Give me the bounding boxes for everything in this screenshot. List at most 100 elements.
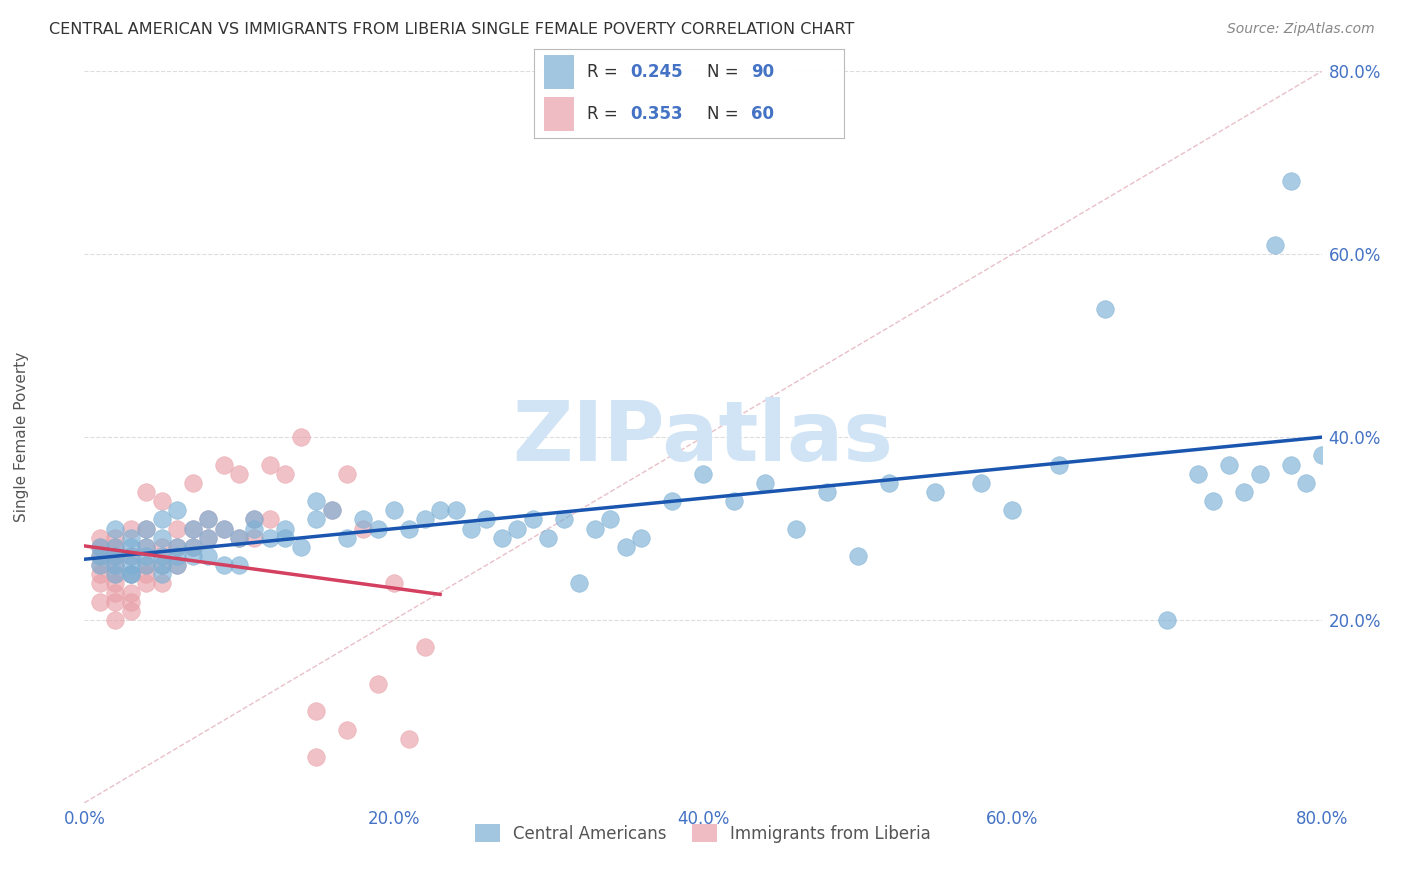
- Point: [924, 485, 946, 500]
- Point: [135, 485, 157, 500]
- Point: [135, 521, 157, 535]
- Point: [692, 467, 714, 481]
- Point: [1156, 613, 1178, 627]
- Text: ZIPatlas: ZIPatlas: [513, 397, 893, 477]
- Point: [846, 549, 869, 563]
- Text: 0.245: 0.245: [630, 63, 683, 81]
- Point: [413, 512, 436, 526]
- Point: [89, 540, 111, 554]
- Point: [1047, 458, 1070, 472]
- Point: [150, 576, 173, 591]
- Point: [120, 567, 142, 582]
- Point: [305, 494, 328, 508]
- Point: [120, 521, 142, 535]
- Point: [212, 558, 235, 573]
- Point: [104, 567, 127, 582]
- Point: [104, 558, 127, 573]
- Point: [104, 521, 127, 535]
- Point: [150, 540, 173, 554]
- Point: [135, 558, 157, 573]
- Point: [120, 567, 142, 582]
- Point: [522, 512, 544, 526]
- Point: [212, 521, 235, 535]
- Text: N =: N =: [707, 105, 744, 123]
- Point: [120, 549, 142, 563]
- Point: [104, 540, 127, 554]
- Point: [1310, 448, 1333, 462]
- Point: [305, 705, 328, 719]
- Point: [1264, 238, 1286, 252]
- Point: [537, 531, 560, 545]
- Point: [243, 512, 266, 526]
- Point: [1295, 475, 1317, 490]
- Point: [120, 531, 142, 545]
- Point: [150, 531, 173, 545]
- Point: [290, 540, 312, 554]
- Text: R =: R =: [586, 63, 623, 81]
- Point: [166, 540, 188, 554]
- Point: [568, 576, 591, 591]
- Point: [367, 521, 389, 535]
- Point: [181, 521, 204, 535]
- Point: [166, 503, 188, 517]
- Point: [89, 594, 111, 608]
- Point: [553, 512, 575, 526]
- Point: [815, 485, 838, 500]
- Point: [413, 640, 436, 655]
- Point: [305, 512, 328, 526]
- Point: [89, 531, 111, 545]
- Point: [89, 549, 111, 563]
- Point: [1094, 301, 1116, 317]
- Point: [89, 540, 111, 554]
- Point: [120, 585, 142, 599]
- Point: [1233, 485, 1256, 500]
- Point: [120, 594, 142, 608]
- Point: [290, 430, 312, 444]
- Point: [89, 567, 111, 582]
- Point: [212, 521, 235, 535]
- Point: [228, 531, 250, 545]
- Point: [135, 558, 157, 573]
- Y-axis label: Single Female Poverty: Single Female Poverty: [14, 352, 28, 522]
- Point: [89, 558, 111, 573]
- Text: 90: 90: [751, 63, 773, 81]
- Point: [89, 576, 111, 591]
- Point: [429, 503, 451, 517]
- Point: [104, 594, 127, 608]
- Point: [150, 549, 173, 563]
- Point: [1218, 458, 1240, 472]
- Point: [1202, 494, 1225, 508]
- Point: [336, 531, 359, 545]
- Point: [336, 467, 359, 481]
- Point: [614, 540, 637, 554]
- Point: [135, 521, 157, 535]
- Text: CENTRAL AMERICAN VS IMMIGRANTS FROM LIBERIA SINGLE FEMALE POVERTY CORRELATION CH: CENTRAL AMERICAN VS IMMIGRANTS FROM LIBE…: [49, 22, 855, 37]
- Point: [166, 540, 188, 554]
- Point: [228, 558, 250, 573]
- Bar: [544, 97, 575, 131]
- Point: [135, 540, 157, 554]
- Point: [491, 531, 513, 545]
- Legend: Central Americans, Immigrants from Liberia: Central Americans, Immigrants from Liber…: [468, 818, 938, 849]
- Point: [630, 531, 652, 545]
- Point: [120, 540, 142, 554]
- Point: [181, 521, 204, 535]
- Point: [89, 549, 111, 563]
- Point: [104, 549, 127, 563]
- Point: [754, 475, 776, 490]
- Point: [135, 576, 157, 591]
- Point: [274, 467, 297, 481]
- Point: [150, 558, 173, 573]
- Point: [877, 475, 900, 490]
- Point: [150, 494, 173, 508]
- Point: [150, 558, 173, 573]
- Point: [1249, 467, 1271, 481]
- Point: [274, 521, 297, 535]
- Point: [135, 540, 157, 554]
- Point: [398, 731, 420, 746]
- Point: [104, 549, 127, 563]
- Point: [166, 549, 188, 563]
- Point: [785, 521, 807, 535]
- Point: [723, 494, 745, 508]
- Point: [104, 567, 127, 582]
